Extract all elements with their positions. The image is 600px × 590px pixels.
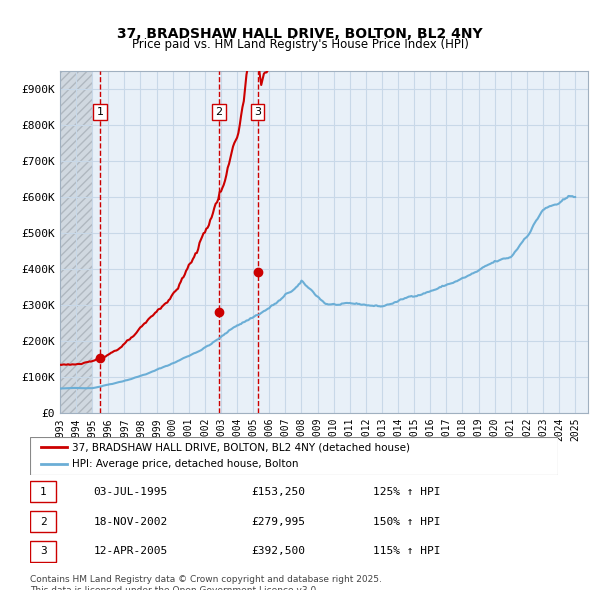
Text: 18-NOV-2002: 18-NOV-2002 [94,516,167,526]
Text: 3: 3 [40,546,47,556]
FancyBboxPatch shape [30,511,56,532]
Text: Price paid vs. HM Land Registry's House Price Index (HPI): Price paid vs. HM Land Registry's House … [131,38,469,51]
Text: 3: 3 [254,107,261,117]
Text: 12-APR-2005: 12-APR-2005 [94,546,167,556]
Text: 1: 1 [97,107,104,117]
Text: 1: 1 [40,487,47,497]
Text: 37, BRADSHAW HALL DRIVE, BOLTON, BL2 4NY: 37, BRADSHAW HALL DRIVE, BOLTON, BL2 4NY [117,27,483,41]
Bar [60,71,92,413]
Text: 03-JUL-1995: 03-JUL-1995 [94,487,167,497]
Text: £153,250: £153,250 [252,487,306,497]
Text: 115% ↑ HPI: 115% ↑ HPI [373,546,440,556]
Text: HPI: Average price, detached house, Bolton: HPI: Average price, detached house, Bolt… [72,459,299,469]
Text: 37, BRADSHAW HALL DRIVE, BOLTON, BL2 4NY (detached house): 37, BRADSHAW HALL DRIVE, BOLTON, BL2 4NY… [72,442,410,453]
Text: 125% ↑ HPI: 125% ↑ HPI [373,487,440,497]
Text: 150% ↑ HPI: 150% ↑ HPI [373,516,440,526]
FancyBboxPatch shape [30,481,56,502]
Text: 2: 2 [215,107,223,117]
Text: £279,995: £279,995 [252,516,306,526]
FancyBboxPatch shape [30,541,56,562]
FancyBboxPatch shape [30,437,558,475]
Text: Contains HM Land Registry data © Crown copyright and database right 2025.
This d: Contains HM Land Registry data © Crown c… [30,575,382,590]
Text: £392,500: £392,500 [252,546,306,556]
Text: 2: 2 [40,516,47,526]
